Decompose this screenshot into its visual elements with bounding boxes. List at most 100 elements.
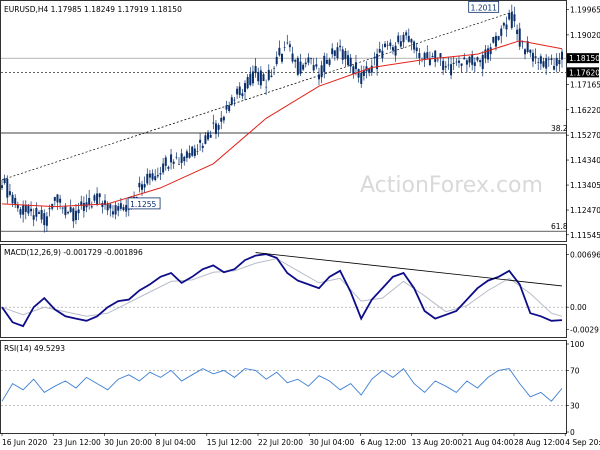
macd-panel xyxy=(0,244,567,338)
candle-body xyxy=(24,204,27,212)
candle-body xyxy=(439,53,442,59)
candle-body xyxy=(151,173,154,180)
candle-body xyxy=(376,53,379,70)
candle-body xyxy=(159,173,162,175)
candle-body xyxy=(402,34,405,43)
candle-body xyxy=(109,204,112,209)
candle-body xyxy=(431,56,434,58)
candle-body xyxy=(148,173,151,178)
candle-body xyxy=(423,52,426,60)
candle-body xyxy=(347,55,350,66)
candle-body xyxy=(537,62,540,63)
high-label: 1.2011 xyxy=(471,3,497,12)
price-tick-0: 1.19965 xyxy=(570,6,600,15)
candle-body xyxy=(35,207,38,217)
candle-body xyxy=(545,58,548,69)
x-tick-label: 30 Jul 04:00 xyxy=(309,438,354,447)
price-tick-5: 1.16220 xyxy=(570,106,600,115)
candle-body xyxy=(471,54,474,65)
candle-body xyxy=(45,216,48,226)
candle-body xyxy=(436,59,439,61)
candle-body xyxy=(286,42,289,44)
candle-body xyxy=(283,47,286,48)
candle-body xyxy=(336,47,339,59)
candle-body xyxy=(389,42,392,47)
x-tick-label: 8 Jul 04:00 xyxy=(156,438,196,447)
candle-body xyxy=(407,35,410,42)
candle-body xyxy=(394,45,397,56)
candle-body xyxy=(555,58,558,66)
candle-body xyxy=(310,57,313,59)
candle-body xyxy=(241,93,244,97)
candle-body xyxy=(48,208,51,210)
candle-body xyxy=(502,22,505,26)
candle-body xyxy=(61,207,64,209)
candle-body xyxy=(328,59,331,65)
candle-body xyxy=(32,215,35,220)
candle-body xyxy=(357,69,360,78)
fib-61-label: 61.8 xyxy=(551,222,568,231)
candle-body xyxy=(553,66,556,70)
candle-body xyxy=(22,205,25,215)
candle-body xyxy=(177,163,180,165)
candle-body xyxy=(251,71,254,84)
candle-body xyxy=(521,41,524,43)
candle-body xyxy=(67,212,70,214)
candle-body xyxy=(331,48,334,55)
candle-body xyxy=(104,200,107,205)
candle-body xyxy=(320,65,323,78)
candle-body xyxy=(391,47,394,51)
candle-body xyxy=(53,197,56,201)
candle-body xyxy=(399,41,402,47)
candle-body xyxy=(14,197,17,205)
candle-body xyxy=(381,50,384,59)
candle-body xyxy=(473,62,476,67)
low-label: 1.1255 xyxy=(130,200,156,209)
candle-body xyxy=(199,139,202,143)
candle-body xyxy=(185,151,188,158)
candle-body xyxy=(119,203,122,209)
candle-body xyxy=(278,47,281,56)
candle-body xyxy=(30,208,33,212)
price-tick-6: 1.15270 xyxy=(570,131,600,140)
candle-body xyxy=(201,145,204,148)
high-box xyxy=(468,0,500,13)
watermark: ActionForex.com xyxy=(360,173,543,198)
candle-body xyxy=(6,178,9,198)
price-plot: 38.2 61.8 1.2011 1.1255 xyxy=(1,0,568,233)
candle-body xyxy=(315,64,318,67)
candle-body xyxy=(288,44,291,48)
candle-body xyxy=(88,197,91,205)
candle-body xyxy=(225,105,228,110)
candle-body xyxy=(69,207,72,212)
moving-average-line xyxy=(1,40,563,208)
candle-body xyxy=(291,53,294,62)
candle-body xyxy=(172,161,175,164)
candle-body xyxy=(333,50,336,56)
rsi-plot xyxy=(1,367,566,406)
candle-body xyxy=(233,99,236,101)
candle-body xyxy=(11,194,14,204)
candle-body xyxy=(542,61,545,67)
candle-body xyxy=(465,60,468,65)
candle-body xyxy=(561,51,563,60)
candle-body xyxy=(72,208,75,222)
candle-body xyxy=(294,59,297,62)
candle-body xyxy=(410,39,413,43)
candle-body xyxy=(550,58,553,60)
candle-body xyxy=(257,72,260,82)
candle-body xyxy=(349,57,352,67)
candle-body xyxy=(418,53,421,59)
candle-body xyxy=(508,13,511,20)
price-tick-8: 1.13405 xyxy=(570,181,600,190)
x-tick-label: 21 Aug 04:00 xyxy=(463,438,514,447)
price-axis: 1.19965 1.19020 1.18150 1.17620 1.17165 1.162… xyxy=(566,6,600,240)
candle-body xyxy=(254,65,257,74)
candle-body xyxy=(341,49,344,60)
candle-body xyxy=(510,12,513,28)
candle-body xyxy=(43,213,46,226)
candle-body xyxy=(125,205,128,212)
candle-body xyxy=(207,132,210,140)
candle-body xyxy=(457,60,460,63)
candle-body xyxy=(526,41,529,52)
